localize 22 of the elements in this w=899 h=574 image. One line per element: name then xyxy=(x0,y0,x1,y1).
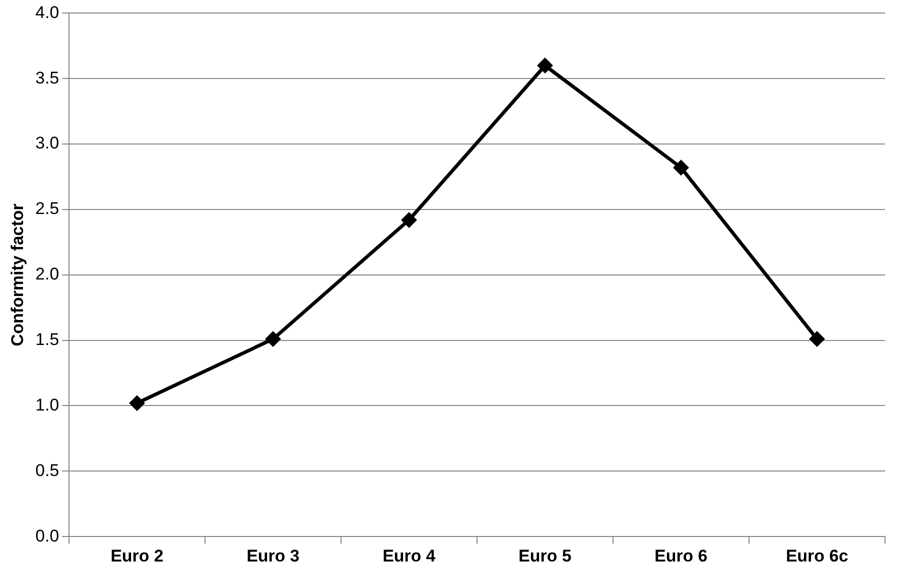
y-tick-label: 3.5 xyxy=(35,68,60,88)
x-tick-label: Euro 3 xyxy=(246,546,300,566)
x-tick-label: Euro 6c xyxy=(786,546,848,566)
point xyxy=(537,58,554,74)
y-tick-label: 0.0 xyxy=(35,526,60,546)
y-axis-title: Conformity factor xyxy=(8,203,27,346)
point xyxy=(129,395,146,412)
y-tick-label: 4.0 xyxy=(35,2,60,22)
y-tick-label: 2.0 xyxy=(35,264,60,284)
y-tick-label: 3.0 xyxy=(35,134,60,153)
point xyxy=(265,331,282,348)
point xyxy=(401,212,418,228)
x-tick-label: Euro 2 xyxy=(110,546,164,566)
y-tick-label: 2.5 xyxy=(35,199,60,218)
point xyxy=(673,160,690,176)
y-tick-label: 0.5 xyxy=(35,460,60,480)
y-tick-label: 1.5 xyxy=(35,330,60,350)
x-tick-label: Euro 6 xyxy=(654,546,708,566)
x-tick-label: Euro 4 xyxy=(382,546,436,566)
x-tick-label: Euro 5 xyxy=(518,546,572,566)
y-tick-label: 1.0 xyxy=(35,395,60,414)
point xyxy=(809,331,826,348)
